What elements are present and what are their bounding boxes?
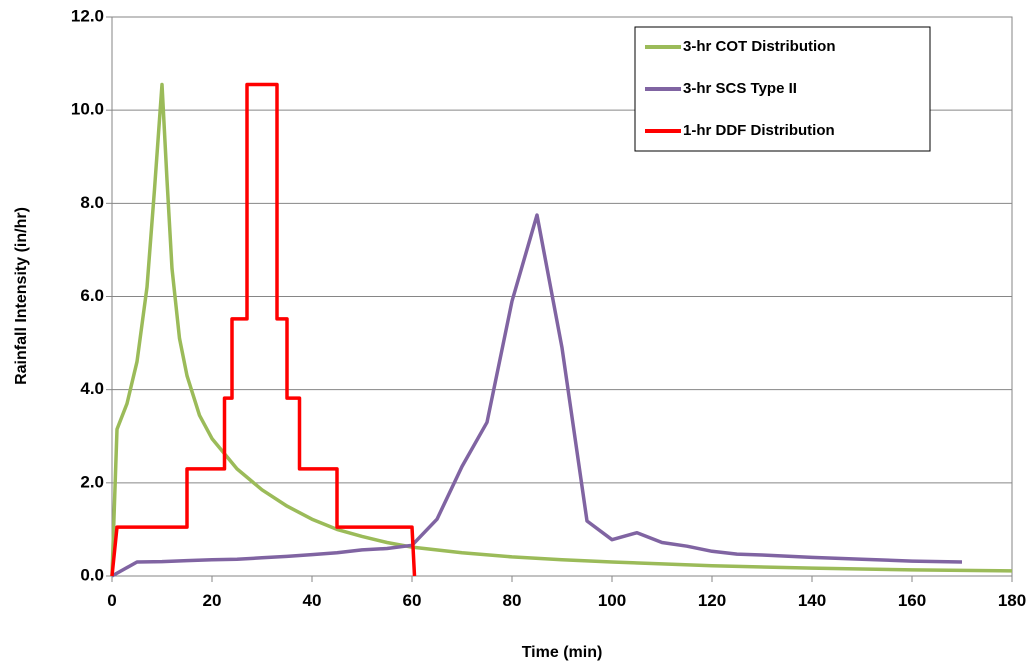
series-line-2 (111, 213, 963, 578)
x-tick-label: 160 (898, 591, 926, 610)
x-axis-title: Time (min) (522, 644, 603, 661)
y-tick-label: 2.0 (80, 472, 104, 491)
x-tick-label: 140 (798, 591, 826, 610)
x-tick-label: 100 (598, 591, 626, 610)
y-tick-label: 10.0 (71, 100, 104, 119)
legend: 3-hr COT Distribution 3-hr SCS Type II 1… (634, 26, 931, 152)
series-lines (110, 82, 1013, 578)
x-tick-label: 40 (303, 591, 322, 610)
series-line-1 (110, 82, 1013, 577)
x-tick-label: 80 (503, 591, 522, 610)
y-axis-tick-labels: 0.0 2.0 4.0 6.0 8.0 10.0 12.0 (71, 6, 104, 584)
y-tick-label: 6.0 (80, 286, 104, 305)
legend-label-cot: 3-hr COT Distribution (683, 38, 836, 55)
legend-label-ddf: 1-hr DDF Distribution (683, 122, 835, 139)
y-tick-label: 12.0 (71, 6, 104, 25)
y-tick-label: 4.0 (80, 379, 104, 398)
series-line-3 (110, 82, 417, 577)
x-tick-label: 20 (203, 591, 222, 610)
x-tick-label: 180 (998, 591, 1026, 610)
y-axis-title: Rainfall Intensity (in/hr) (13, 207, 30, 385)
x-tick-label: 0 (107, 591, 116, 610)
x-axis-tick-labels: 0 20 40 60 80 100 120 140 160 180 (107, 591, 1026, 610)
legend-box (634, 26, 931, 152)
y-tick-label: 0.0 (80, 565, 104, 584)
legend-label-scs: 3-hr SCS Type II (683, 80, 797, 97)
x-tick-label: 120 (698, 591, 726, 610)
y-tick-label: 8.0 (80, 193, 104, 212)
x-tick-label: 60 (403, 591, 422, 610)
plot-area-border (111, 16, 1013, 577)
